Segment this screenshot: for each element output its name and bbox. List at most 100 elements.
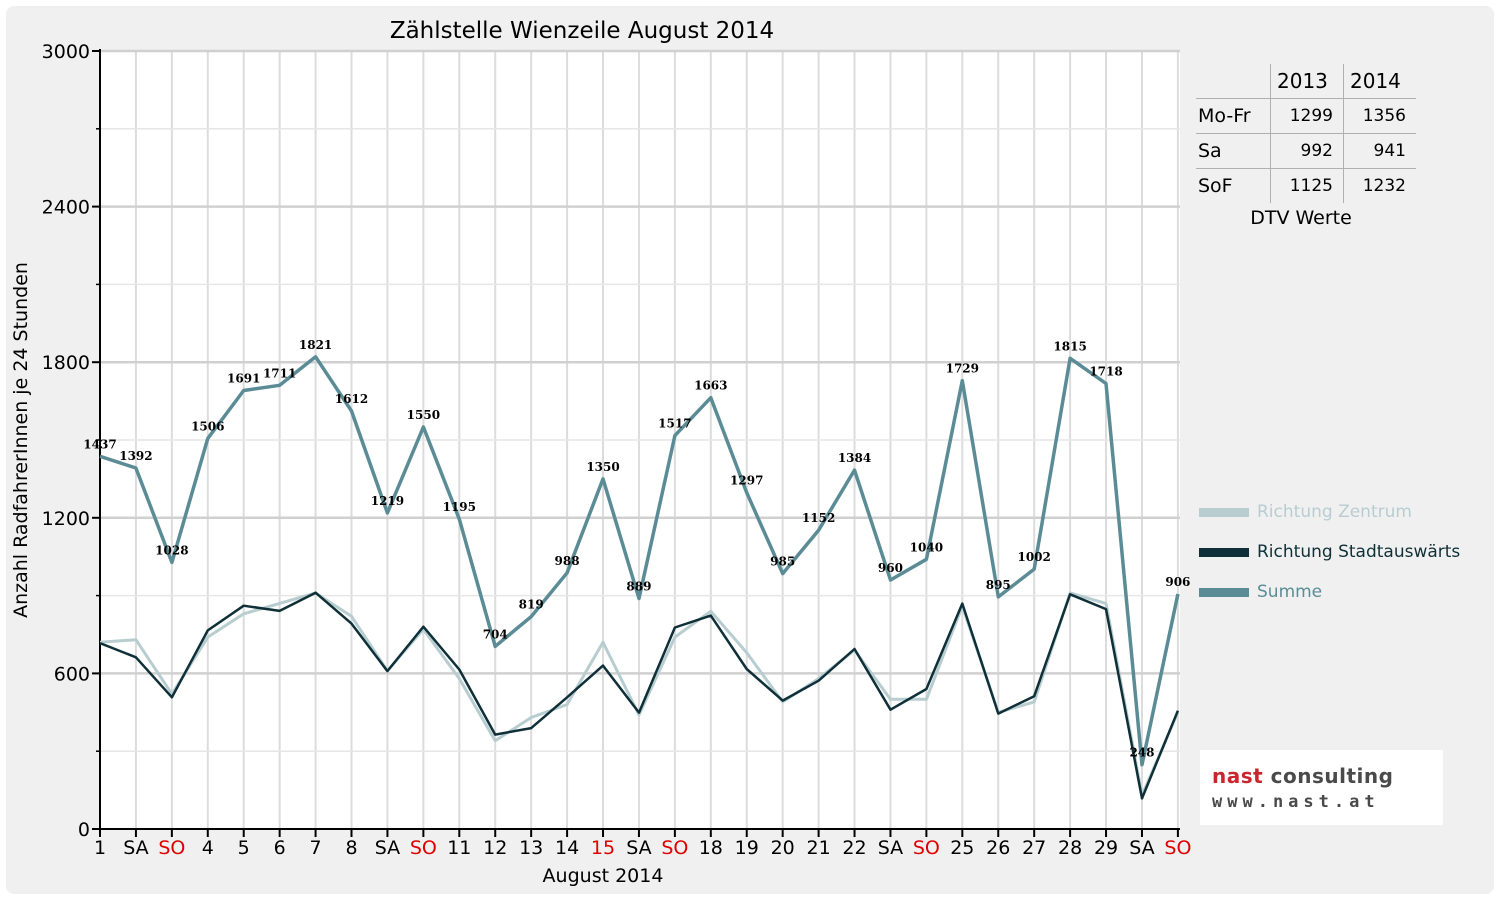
y-tick-label: 600 — [54, 663, 90, 685]
data-label: 1040 — [910, 540, 943, 554]
x-tick-label: 4 — [202, 837, 214, 859]
dtv-header-2013: 2013 — [1270, 64, 1344, 99]
data-label: 1612 — [335, 392, 368, 406]
dtv-caption: DTV Werte — [1250, 207, 1352, 229]
logo-brand-rest: consulting — [1263, 764, 1394, 788]
legend-item-stadtauswaerts: Richtung Stadtauswärts — [1199, 532, 1460, 572]
x-tick-label: 20 — [771, 837, 795, 859]
x-tick-label: SO — [913, 837, 940, 859]
dtv-cell: 1356 — [1343, 98, 1416, 134]
grid-lines — [100, 49, 1180, 829]
x-tick-label: SA — [626, 837, 651, 859]
data-label: 1195 — [443, 500, 476, 514]
x-tick-label: 28 — [1058, 837, 1082, 859]
x-tick-label: SA — [375, 837, 400, 859]
x-tick-label: 18 — [699, 837, 723, 859]
data-label: 906 — [1165, 575, 1190, 589]
legend-label: Summe — [1257, 582, 1323, 602]
series-lines — [99, 355, 1180, 800]
data-label: 1821 — [299, 338, 332, 352]
x-tick-label: 15 — [591, 837, 615, 859]
legend-item-zentrum: Richtung Zentrum — [1199, 492, 1460, 532]
x-tick-label: 21 — [807, 837, 831, 859]
x-tick-label: 27 — [1022, 837, 1046, 859]
dtv-row-label: Mo-Fr — [1196, 98, 1271, 134]
data-label: 1392 — [119, 449, 152, 463]
data-label: 1517 — [658, 417, 691, 431]
x-tick-label: 25 — [950, 837, 974, 859]
dtv-header-2014: 2014 — [1343, 64, 1416, 99]
data-label: 704 — [483, 627, 508, 641]
series-line-3 — [99, 355, 1180, 767]
data-label: 1002 — [1017, 550, 1050, 564]
data-label: 1663 — [694, 379, 727, 393]
y-tick-label: 3000 — [42, 41, 90, 63]
x-tick-label: SO — [410, 837, 437, 859]
x-tick-label: SO — [661, 837, 688, 859]
data-label: 985 — [770, 555, 795, 569]
y-axis-label: Anzahl RadfahrerInnen je 24 Stunden — [10, 262, 32, 618]
x-tick-label: 8 — [345, 837, 357, 859]
logo: nast consulting www.nast.at — [1200, 750, 1443, 825]
dtv-cell: 1125 — [1270, 168, 1344, 203]
series-line-2 — [99, 591, 1180, 800]
legend-item-summe: Summe — [1199, 572, 1460, 612]
x-tick-label: SA — [878, 837, 903, 859]
x-tick-label: 5 — [238, 837, 250, 859]
legend-swatch — [1199, 547, 1249, 557]
data-label: 1152 — [802, 511, 835, 525]
x-tick-label: 29 — [1094, 837, 1118, 859]
x-tick-label: 19 — [735, 837, 759, 859]
data-label: 1297 — [730, 474, 763, 488]
x-axis-label: August 2014 — [543, 865, 664, 887]
data-label: 1219 — [371, 494, 404, 508]
dtv-cell: 992 — [1270, 133, 1344, 169]
data-label: 819 — [519, 598, 544, 612]
logo-url: www.nast.at — [1212, 792, 1380, 812]
data-label: 988 — [555, 554, 580, 568]
dtv-table: 2013 2014 Mo-Fr 1299 1356 Sa 992 941 SoF… — [1196, 64, 1416, 229]
data-label: 1350 — [586, 460, 619, 474]
data-label: 248 — [1129, 746, 1154, 760]
data-label: 895 — [986, 578, 1011, 592]
dtv-row-label: Sa — [1196, 133, 1271, 169]
dtv-cell: 941 — [1343, 133, 1416, 169]
y-tick-label: 0 — [78, 819, 90, 841]
data-label: 1506 — [191, 419, 224, 433]
dtv-corner — [1196, 64, 1271, 99]
data-label: 1711 — [263, 366, 296, 380]
y-tick-label: 2400 — [42, 197, 90, 219]
x-tick-label: SO — [1164, 837, 1191, 859]
x-tick-label: 14 — [555, 837, 579, 859]
data-label: 1028 — [155, 543, 188, 557]
y-tick-label: 1800 — [42, 352, 90, 374]
data-label: 1691 — [227, 371, 260, 385]
x-tick-label: 11 — [447, 837, 471, 859]
dtv-row-label: SoF — [1196, 168, 1271, 203]
x-tick-label: 1 — [94, 837, 106, 859]
x-tick-label: 7 — [310, 837, 322, 859]
x-tick-label: 22 — [842, 837, 866, 859]
x-tick-label: 26 — [986, 837, 1010, 859]
x-tick-label: SA — [1129, 837, 1154, 859]
x-tick-label: 6 — [274, 837, 286, 859]
data-label: 1437 — [83, 437, 116, 451]
data-label: 960 — [878, 561, 903, 575]
legend: Richtung Zentrum Richtung Stadtauswärts … — [1199, 492, 1460, 612]
chart-title: Zählstelle Wienzeile August 2014 — [390, 18, 774, 44]
x-tick-label: 13 — [519, 837, 543, 859]
data-label: 1729 — [946, 362, 979, 376]
axes: 0 600 1200 1800 2400 3000 1 SA SO 4 5 6 7 8 SA SO 11 12 13… — [42, 41, 1192, 859]
legend-swatch — [1199, 507, 1249, 517]
legend-label: Richtung Zentrum — [1257, 502, 1412, 522]
legend-label: Richtung Stadtauswärts — [1257, 542, 1461, 562]
x-tick-label: SO — [158, 837, 185, 859]
logo-brand-accent: nast — [1212, 764, 1264, 788]
data-label: 889 — [626, 579, 651, 593]
data-label: 1815 — [1053, 339, 1086, 353]
dtv-cell: 1299 — [1270, 98, 1344, 134]
x-tick-label: 12 — [483, 837, 507, 859]
data-label: 1718 — [1089, 364, 1122, 378]
data-label: 1550 — [407, 408, 440, 422]
